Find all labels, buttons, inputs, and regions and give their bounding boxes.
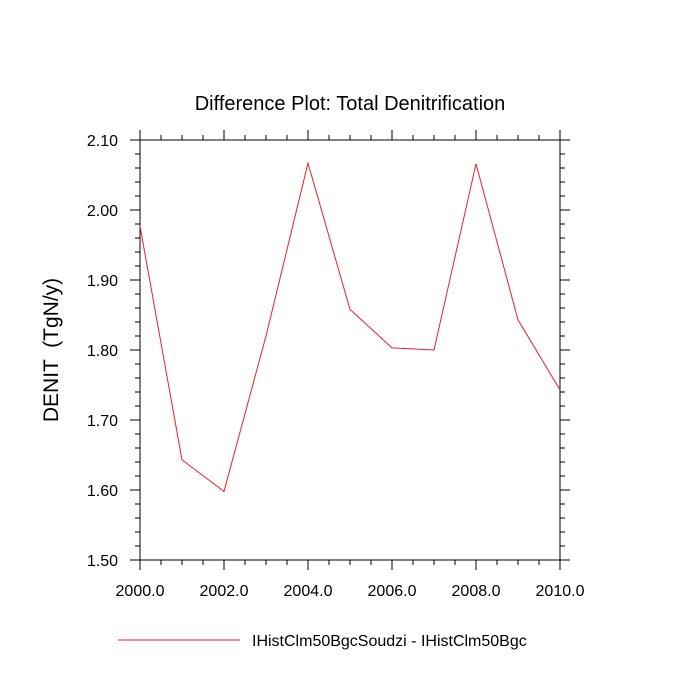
x-tick-label: 2006.0 <box>368 583 417 600</box>
x-tick-label: 2008.0 <box>452 583 501 600</box>
y-tick-label: 1.70 <box>87 413 118 430</box>
x-tick-label: 2000.0 <box>116 583 165 600</box>
x-tick-labels: 2000.0 2002.0 2004.0 2006.0 2008.0 2010.0 <box>116 583 585 600</box>
chart-title: Difference Plot: Total Denitrification <box>195 93 506 115</box>
series-line <box>139 161 561 493</box>
plot-frame <box>139 139 561 561</box>
y-tick-label: 1.80 <box>87 343 118 360</box>
y-tick-labels: 1.50 1.60 1.70 1.80 1.90 2.00 2.10 <box>87 133 118 570</box>
series-lines <box>139 161 561 493</box>
x-tick-label: 2002.0 <box>200 583 249 600</box>
y-tick-label: 2.00 <box>87 203 118 220</box>
y-tick-label: 1.90 <box>87 273 118 290</box>
legend: IHistClm50BgcSoudzi - IHistClm50Bgc <box>118 633 527 650</box>
y-axis-label: DENIT (TgN/y) <box>40 278 63 422</box>
y-tick-label: 1.50 <box>87 553 118 570</box>
legend-label: IHistClm50BgcSoudzi - IHistClm50Bgc <box>252 633 527 650</box>
x-tick-label: 2010.0 <box>536 583 585 600</box>
major-ticks <box>130 130 570 570</box>
minor-ticks <box>135 135 565 565</box>
y-tick-label: 2.10 <box>87 133 118 150</box>
x-tick-label: 2004.0 <box>284 583 333 600</box>
y-tick-label: 1.60 <box>87 483 118 500</box>
